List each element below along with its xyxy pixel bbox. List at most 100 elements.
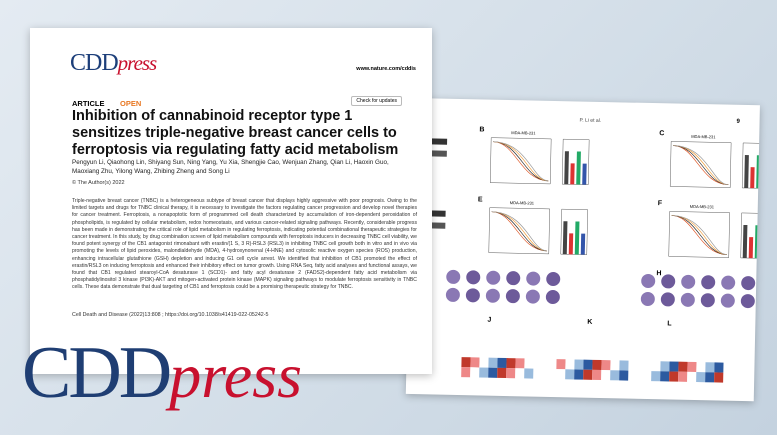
curve bbox=[491, 211, 547, 252]
heatmap-cell bbox=[619, 370, 629, 381]
plot-frame bbox=[488, 207, 550, 255]
curve bbox=[671, 215, 727, 255]
panel-caption: MDA-MB-231 bbox=[690, 204, 715, 210]
heatmap-cell bbox=[506, 368, 516, 379]
plot-frame bbox=[670, 141, 732, 188]
heatmap-cell bbox=[687, 371, 697, 383]
heatmap-cell bbox=[687, 361, 697, 373]
heatmap-cell bbox=[610, 370, 620, 381]
curve bbox=[673, 145, 729, 185]
article-title: Inhibition of cannabinoid receptor type … bbox=[72, 108, 399, 158]
well bbox=[641, 273, 656, 288]
bar-frame bbox=[740, 212, 760, 259]
curve bbox=[493, 141, 549, 182]
bar bbox=[742, 224, 748, 259]
plot-frame bbox=[668, 211, 730, 258]
panel-letter: J bbox=[487, 317, 491, 324]
curve bbox=[491, 211, 547, 252]
heatmap-cell bbox=[565, 369, 575, 380]
curve bbox=[673, 145, 729, 185]
curve bbox=[673, 145, 729, 185]
well bbox=[466, 270, 481, 285]
bar-frame bbox=[560, 208, 588, 255]
heatmap-cell bbox=[497, 357, 507, 369]
heatmap-cell bbox=[660, 361, 670, 372]
well bbox=[721, 275, 736, 290]
well bbox=[526, 271, 541, 286]
bar bbox=[582, 163, 587, 185]
well bbox=[465, 288, 480, 303]
figure-page: P. Li et al. 9 B C E F H J K L MDA-MB-231 MDA-MB-… bbox=[405, 98, 760, 402]
heatmap-cell bbox=[574, 359, 584, 370]
curve bbox=[671, 215, 727, 255]
well bbox=[505, 289, 520, 304]
well bbox=[740, 294, 755, 309]
heatmap-cell bbox=[479, 367, 489, 378]
curve bbox=[491, 211, 547, 252]
well bbox=[506, 271, 521, 286]
heatmap-cell bbox=[470, 367, 480, 378]
figure: B C E F H J K L MDA-MB-231 MDA-MB-231 MDA-MB-231 MD… bbox=[417, 126, 760, 383]
curve bbox=[493, 141, 549, 182]
bar-frame bbox=[741, 142, 760, 189]
bar bbox=[580, 233, 586, 255]
bar bbox=[756, 155, 760, 189]
curve bbox=[491, 211, 547, 252]
well bbox=[525, 289, 540, 304]
bar bbox=[562, 221, 568, 255]
bar-frame bbox=[562, 138, 590, 185]
panel-letter: E bbox=[478, 196, 483, 203]
heatmap-cell bbox=[592, 359, 602, 371]
panel-letter: H bbox=[656, 270, 661, 277]
heatmap-cell bbox=[714, 372, 724, 383]
bar bbox=[754, 225, 760, 259]
well bbox=[700, 293, 715, 308]
heatmap-cell bbox=[696, 372, 706, 383]
heatmap-cell bbox=[678, 371, 688, 382]
curve bbox=[493, 141, 549, 182]
check-updates[interactable]: Check for updates bbox=[351, 96, 402, 106]
heatmap-cell bbox=[497, 367, 507, 379]
heatmap-cell bbox=[619, 360, 629, 371]
heatmap-cell bbox=[461, 367, 471, 378]
heatmap-cell bbox=[515, 358, 525, 369]
journal-logo: CDDpress bbox=[70, 50, 157, 77]
heatmap-cell bbox=[565, 359, 575, 370]
heatmap-cell bbox=[705, 362, 715, 373]
well bbox=[486, 270, 501, 285]
heatmap-cell bbox=[556, 359, 566, 370]
heatmap-cell bbox=[714, 362, 724, 373]
panel-caption: MDA-MB-231 bbox=[691, 134, 716, 140]
curve bbox=[493, 141, 549, 182]
well bbox=[681, 274, 696, 289]
well bbox=[661, 274, 676, 289]
heatmap-cell bbox=[669, 361, 679, 372]
heatmap-cell bbox=[488, 357, 498, 368]
well bbox=[445, 287, 460, 302]
panel-letter: F bbox=[658, 200, 663, 207]
panel-letter: C bbox=[659, 130, 664, 137]
heatmap-cell bbox=[574, 369, 584, 380]
heatmap-cell bbox=[651, 371, 661, 382]
bar bbox=[574, 221, 580, 255]
panel-letter: B bbox=[479, 126, 484, 133]
well bbox=[640, 291, 655, 306]
journal-url: www.nature.com/cddis bbox=[356, 66, 416, 72]
heatmap-cell bbox=[515, 368, 525, 379]
heatmap-cell bbox=[524, 358, 534, 369]
heatmap-cell bbox=[506, 358, 516, 369]
well bbox=[546, 271, 561, 286]
curve bbox=[671, 215, 727, 255]
heatmap-cell bbox=[583, 369, 593, 380]
heatmap-cell bbox=[592, 369, 602, 381]
heatmap-cell bbox=[601, 360, 611, 371]
heatmap-cell bbox=[461, 357, 471, 368]
bar bbox=[750, 167, 755, 189]
big-logo: CDDpress bbox=[22, 328, 302, 421]
well bbox=[446, 269, 461, 284]
heatmap-cell bbox=[488, 367, 498, 378]
heatmap-cell bbox=[660, 371, 670, 382]
bar bbox=[576, 151, 581, 185]
heatmap-cell bbox=[470, 357, 480, 368]
